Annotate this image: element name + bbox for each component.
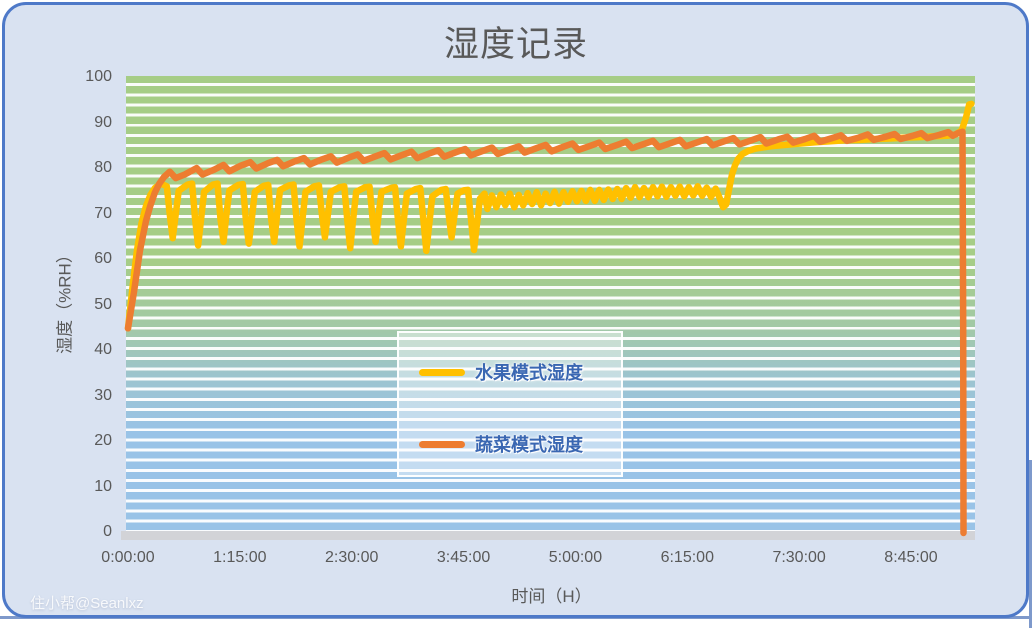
y-tick-90: 90 <box>94 113 112 131</box>
x-axis-label: 时间（H） <box>511 587 592 606</box>
y-tick-30: 30 <box>94 386 112 404</box>
x-tick-7:30:00: 7:30:00 <box>772 549 826 566</box>
chart-legend: 水果模式湿度 蔬菜模式湿度 <box>397 331 623 477</box>
x-tick-8:45:00: 8:45:00 <box>884 549 938 566</box>
watermark: 住小帮@Seanlxz <box>30 595 144 612</box>
y-tick-20: 20 <box>94 432 112 449</box>
y-tick-70: 70 <box>94 204 112 222</box>
x-tick-5:00:00: 5:00:00 <box>548 549 603 566</box>
series-line-fruit <box>124 100 975 332</box>
y-tick-60: 60 <box>94 250 112 267</box>
x-tick-2:30:00: 2:30:00 <box>325 549 379 566</box>
vegetable-line-marker-icon <box>419 440 465 448</box>
legend-label-fruit: 水果模式湿度 <box>475 363 583 383</box>
y-tick-50: 50 <box>94 295 112 313</box>
legend-label-vegetable: 蔬菜模式湿度 <box>475 435 583 455</box>
y-tick-100: 100 <box>85 68 112 85</box>
x-tick-3:45:00: 3:45:00 <box>436 549 491 566</box>
legend-entry-vegetable: 蔬菜模式湿度 <box>419 431 583 457</box>
chart-title: 湿度记录 <box>443 25 588 64</box>
y-tick-0: 0 <box>103 523 112 540</box>
y-tick-40: 40 <box>94 341 112 358</box>
series-line-vegetable <box>124 128 967 537</box>
x-tick-0:00:00: 0:00:00 <box>101 549 155 566</box>
y-tick-80: 80 <box>94 159 112 176</box>
y-tick-10: 10 <box>94 477 112 495</box>
legend-entry-fruit: 水果模式湿度 <box>419 359 583 385</box>
x-tick-1:15:00: 1:15:00 <box>213 549 267 566</box>
plot-area-base-shadow <box>121 531 975 540</box>
fruit-line-marker-icon <box>419 368 465 376</box>
outer-frame-right-line <box>1029 460 1032 628</box>
x-tick-6:15:00: 6:15:00 <box>660 549 714 566</box>
